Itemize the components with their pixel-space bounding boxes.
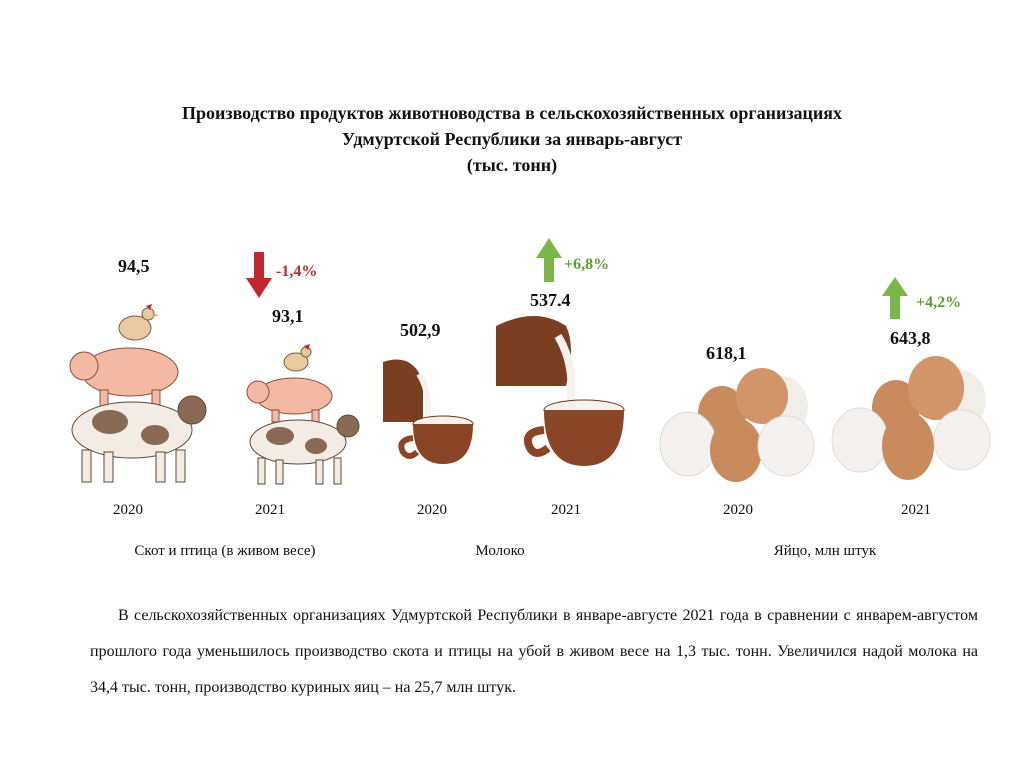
up-arrow-icon bbox=[882, 277, 908, 319]
livestock-group-label: Скот и птица (в живом весе) bbox=[134, 543, 316, 559]
chart-title: Производство продуктов животноводства в … bbox=[0, 100, 1024, 178]
animals-stack-2020-image bbox=[69, 304, 207, 483]
animals-stack-2021-image bbox=[246, 344, 360, 485]
milk-year-2020: 2020 bbox=[417, 502, 447, 518]
eggs-year-2021: 2021 bbox=[901, 502, 931, 518]
title-line-1: Производство продуктов животноводства в … bbox=[181, 103, 843, 123]
eggs-2020-image bbox=[659, 368, 815, 482]
milk-jug-2020-image bbox=[383, 352, 483, 468]
livestock-change: -1,4% bbox=[276, 263, 318, 280]
title-line-2: Удмуртской Республики за январь-август bbox=[341, 129, 683, 149]
milk-year-2021: 2021 bbox=[551, 502, 581, 518]
down-arrow-icon bbox=[246, 252, 272, 298]
livestock-2021-value: 93,1 bbox=[272, 306, 304, 326]
milk-jug-2021-image bbox=[496, 306, 634, 472]
eggs-group-label: Яйцо, млн штук bbox=[773, 543, 877, 559]
livestock-year-2020: 2020 bbox=[113, 502, 143, 518]
livestock-year-2021: 2021 bbox=[255, 502, 285, 518]
milk-group-label: Молоко bbox=[475, 543, 525, 559]
eggs-change: +4,2% bbox=[916, 294, 962, 311]
up-arrow-icon bbox=[536, 238, 562, 282]
milk-2020-value: 502,9 bbox=[400, 320, 441, 340]
summary-paragraph: В сельскохозяйственных организациях Удму… bbox=[90, 607, 978, 696]
eggs-year-2020: 2020 bbox=[723, 502, 753, 518]
eggs-2021-value: 643,8 bbox=[890, 328, 931, 348]
milk-2021-value: 537,4 bbox=[530, 290, 571, 310]
milk-change: +6,8% bbox=[564, 256, 610, 273]
livestock-2020-value: 94,5 bbox=[118, 256, 150, 276]
title-unit: (тыс. тонн) bbox=[466, 155, 558, 175]
eggs-2020-value: 618,1 bbox=[706, 343, 747, 363]
eggs-2021-image bbox=[831, 356, 991, 480]
